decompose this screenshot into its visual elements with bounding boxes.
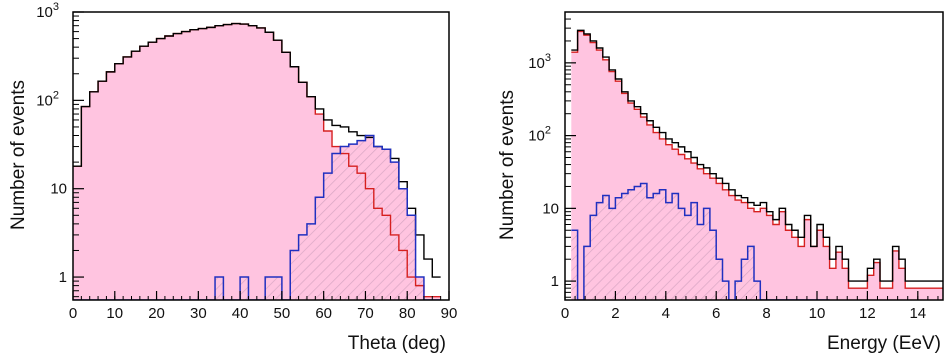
- left-x-tick-label: 90: [441, 305, 458, 322]
- right-x-tick-label: 12: [859, 305, 876, 322]
- right-blue-series-line: [571, 182, 830, 300]
- right-plot-frame: [564, 11, 944, 301]
- right-x-tick-label: 6: [712, 305, 720, 322]
- left-x-tick-label: 0: [69, 305, 77, 322]
- left-x-tick-label: 50: [274, 305, 291, 322]
- left-blue-series-line: [73, 134, 441, 300]
- left-y-tick-label: 103: [36, 1, 59, 21]
- left-x-axis-label: Theta (deg): [348, 333, 446, 353]
- right-y-tick-label: 1: [551, 273, 559, 290]
- right-black-series-line: [571, 29, 943, 282]
- right-x-axis-label: Energy (EeV): [827, 333, 941, 353]
- right-x-tick-label: 8: [762, 305, 770, 322]
- right-panel: 0 2 4 6 8 10 12 14 1 10 102 103 Energy (EeV) Number…: [497, 11, 944, 353]
- left-plot-frame: [72, 11, 450, 301]
- right-x-tick-label: 2: [611, 305, 619, 322]
- right-x-tick-label: 4: [662, 305, 670, 322]
- left-y-tick-label: 10: [50, 181, 67, 198]
- right-x-tick-label: 10: [809, 305, 826, 322]
- left-panel: 0 10 20 30 40 50 60 70 80 90 1 10 102 103 Theta (deg)…: [8, 1, 457, 353]
- right-x-tick-label: 14: [909, 305, 926, 322]
- left-x-tick-label: 20: [148, 305, 165, 322]
- right-blue-hatch-area: [571, 183, 830, 300]
- left-x-tick-label: 40: [232, 305, 249, 322]
- right-x-tick-label: 0: [561, 305, 569, 322]
- right-y-axis-label: Number of events: [497, 90, 518, 240]
- left-x-tick-label: 60: [315, 305, 332, 322]
- left-x-tick-label: 80: [399, 305, 416, 322]
- left-x-tick-label: 30: [190, 305, 207, 322]
- right-y-tick-label: 102: [528, 125, 551, 145]
- right-y-tick-label: 103: [528, 52, 551, 72]
- left-y-axis-label: Number of events: [8, 80, 29, 230]
- left-y-tick-label: 102: [36, 89, 59, 109]
- left-x-tick-label: 10: [106, 305, 123, 322]
- right-y-tick-label: 10: [542, 200, 559, 217]
- right-red-series-line: [571, 30, 943, 289]
- left-x-tick-label: 70: [357, 305, 374, 322]
- left-blue-hatch-area: [73, 135, 441, 300]
- left-y-tick-label: 1: [59, 269, 67, 286]
